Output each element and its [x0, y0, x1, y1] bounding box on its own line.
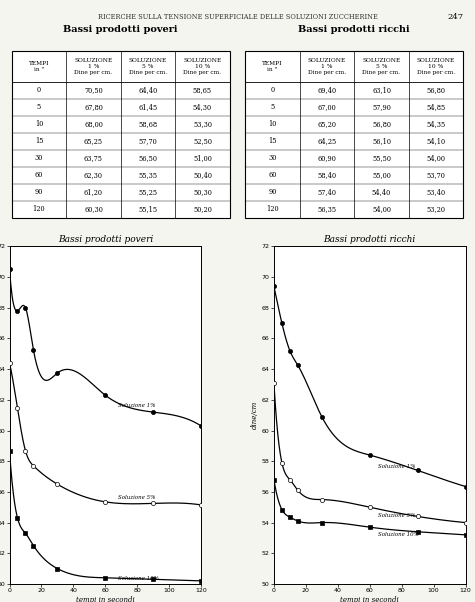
- Text: 57,90: 57,90: [372, 103, 391, 111]
- Text: 120: 120: [33, 205, 45, 213]
- Text: RICERCHE SULLA TENSIONE SUPERFICIALE DELLE SOLUZIONI ZUCCHERINE: RICERCHE SULLA TENSIONE SUPERFICIALE DEL…: [97, 13, 378, 21]
- Text: 61,45: 61,45: [138, 103, 158, 111]
- Text: Soluzione 5%: Soluzione 5%: [378, 513, 415, 518]
- Text: 54,30: 54,30: [193, 103, 212, 111]
- Text: 57,70: 57,70: [139, 137, 157, 145]
- Text: 56,80: 56,80: [372, 120, 391, 128]
- Title: Bassi prodotti poveri: Bassi prodotti poveri: [57, 235, 153, 244]
- Text: 56,80: 56,80: [427, 86, 446, 94]
- Text: 55,15: 55,15: [138, 205, 158, 213]
- Text: 50,40: 50,40: [193, 171, 212, 179]
- Text: 61,20: 61,20: [84, 188, 103, 196]
- Text: 55,25: 55,25: [138, 188, 158, 196]
- Text: 60,90: 60,90: [318, 154, 336, 162]
- Text: 68,00: 68,00: [84, 120, 103, 128]
- X-axis label: tempi in secondi: tempi in secondi: [340, 596, 399, 602]
- Text: SOLUZIONE
5 %
Dine per cm.: SOLUZIONE 5 % Dine per cm.: [129, 58, 167, 75]
- Text: 58,65: 58,65: [193, 86, 212, 94]
- Text: 5: 5: [37, 103, 41, 111]
- Text: 50,30: 50,30: [193, 188, 212, 196]
- Text: 62,30: 62,30: [84, 171, 103, 179]
- Text: 50,20: 50,20: [193, 205, 212, 213]
- Text: 15: 15: [268, 137, 277, 145]
- Text: 58,40: 58,40: [317, 171, 337, 179]
- Text: 10: 10: [268, 120, 277, 128]
- Text: SOLUZIONE
5 %
Dine per cm.: SOLUZIONE 5 % Dine per cm.: [362, 58, 400, 75]
- Text: 55,50: 55,50: [372, 154, 391, 162]
- Text: 0: 0: [270, 86, 275, 94]
- Text: 63,10: 63,10: [372, 86, 391, 94]
- Text: TEMPI
in ": TEMPI in ": [262, 61, 283, 72]
- Y-axis label: dine/cm: dine/cm: [251, 401, 259, 429]
- Text: 56,10: 56,10: [372, 137, 391, 145]
- Text: Soluzione 10%: Soluzione 10%: [378, 532, 418, 537]
- Text: 69,40: 69,40: [317, 86, 337, 94]
- Text: 90: 90: [35, 188, 43, 196]
- X-axis label: tempi in secondi: tempi in secondi: [76, 596, 135, 602]
- Text: Soluzione 1%: Soluzione 1%: [378, 464, 415, 469]
- Text: 70,50: 70,50: [84, 86, 103, 94]
- Text: 54,35: 54,35: [427, 120, 446, 128]
- Text: 53,20: 53,20: [427, 205, 446, 213]
- Text: 53,30: 53,30: [193, 120, 212, 128]
- Text: 65,25: 65,25: [84, 137, 103, 145]
- Text: 90: 90: [268, 188, 277, 196]
- Bar: [12, 51, 230, 218]
- Text: 64,25: 64,25: [317, 137, 337, 145]
- Text: 247: 247: [447, 13, 463, 21]
- Text: 52,50: 52,50: [193, 137, 212, 145]
- Text: SOLUZIONE
10 %
Dine per cm.: SOLUZIONE 10 % Dine per cm.: [183, 58, 222, 75]
- Text: 54,85: 54,85: [427, 103, 446, 111]
- Text: 53,70: 53,70: [427, 171, 446, 179]
- Title: Bassi prodotti ricchi: Bassi prodotti ricchi: [323, 235, 416, 244]
- Text: 60: 60: [35, 171, 43, 179]
- Text: 54,40: 54,40: [372, 188, 391, 196]
- Text: Bassi prodotti ricchi: Bassi prodotti ricchi: [298, 25, 410, 34]
- Text: 57,40: 57,40: [317, 188, 336, 196]
- Text: 30: 30: [268, 154, 277, 162]
- Text: 60,30: 60,30: [84, 205, 103, 213]
- Text: SOLUZIONE
1 %
Dine per cm.: SOLUZIONE 1 % Dine per cm.: [308, 58, 346, 75]
- Text: 51,00: 51,00: [193, 154, 212, 162]
- Text: 60: 60: [268, 171, 277, 179]
- Text: Bassi prodotti poveri: Bassi prodotti poveri: [64, 25, 178, 34]
- Text: 63,75: 63,75: [84, 154, 103, 162]
- Text: Soluzione 1%: Soluzione 1%: [118, 403, 155, 408]
- Bar: [245, 51, 463, 218]
- Text: SOLUZIONE
1 %
Dine per cm.: SOLUZIONE 1 % Dine per cm.: [75, 58, 113, 75]
- Text: 56,50: 56,50: [139, 154, 158, 162]
- Text: 55,00: 55,00: [372, 171, 391, 179]
- Text: 5: 5: [270, 103, 275, 111]
- Text: 64,40: 64,40: [138, 86, 158, 94]
- Text: 15: 15: [35, 137, 43, 145]
- Text: 67,80: 67,80: [84, 103, 103, 111]
- Text: 120: 120: [266, 205, 279, 213]
- Text: 58,68: 58,68: [138, 120, 158, 128]
- Text: Soluzione 10%: Soluzione 10%: [118, 576, 159, 582]
- Text: 0: 0: [37, 86, 41, 94]
- Text: 54,10: 54,10: [427, 137, 446, 145]
- Text: 54,00: 54,00: [372, 205, 391, 213]
- Text: 54,00: 54,00: [427, 154, 446, 162]
- Text: Soluzione 5%: Soluzione 5%: [118, 495, 155, 500]
- Text: 30: 30: [35, 154, 43, 162]
- Text: 65,20: 65,20: [317, 120, 336, 128]
- Text: 67,00: 67,00: [318, 103, 336, 111]
- Text: 10: 10: [35, 120, 43, 128]
- Text: 55,35: 55,35: [138, 171, 158, 179]
- Text: 53,40: 53,40: [427, 188, 446, 196]
- Text: TEMPI
in ": TEMPI in ": [28, 61, 49, 72]
- Text: SOLUZIONE
10 %
Dine per cm.: SOLUZIONE 10 % Dine per cm.: [417, 58, 455, 75]
- Text: 56,35: 56,35: [317, 205, 337, 213]
